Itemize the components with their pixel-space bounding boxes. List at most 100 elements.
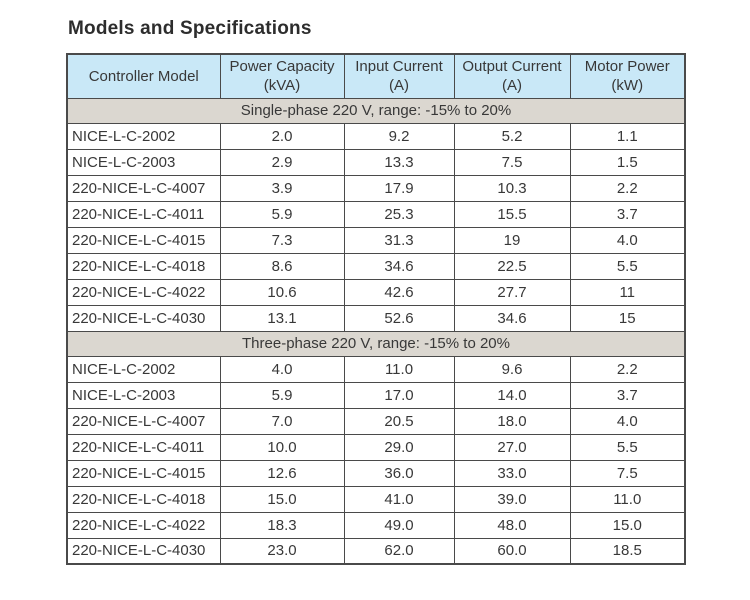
- model-cell: NICE-L-C-2003: [66, 148, 221, 176]
- table-row: NICE-L-C-2002 2.0 9.2 5.2 1.1: [66, 122, 686, 150]
- column-header: Input Current (A): [343, 53, 455, 99]
- value-cell: 3.7: [569, 381, 686, 409]
- table-row: 220-NICE-L-C-4018 8.6 34.6 22.5 5.5: [66, 252, 686, 280]
- value-cell: 5.5: [569, 252, 686, 280]
- column-header: Motor Power (kW): [569, 53, 686, 99]
- value-cell: 11: [569, 278, 686, 306]
- value-cell: 10.3: [453, 174, 571, 202]
- value-cell: 52.6: [343, 304, 455, 332]
- table-row: NICE-L-C-2002 4.0 11.0 9.6 2.2: [66, 355, 686, 383]
- value-cell: 10.0: [219, 433, 345, 461]
- column-header-line: (A): [502, 77, 522, 95]
- value-cell: 8.6: [219, 252, 345, 280]
- value-cell: 5.9: [219, 200, 345, 228]
- column-header: Output Current (A): [453, 53, 571, 99]
- value-cell: 10.6: [219, 278, 345, 306]
- value-cell: 5.5: [569, 433, 686, 461]
- table-row: 220-NICE-L-C-4015 7.3 31.3 19 4.0: [66, 226, 686, 254]
- value-cell: 41.0: [343, 485, 455, 513]
- table-body: Single-phase 220 V, range: -15% to 20% NI…: [66, 97, 686, 565]
- value-cell: 19: [453, 226, 571, 254]
- page: Models and Specifications Controller Mod…: [66, 18, 686, 565]
- table-row: 220-NICE-L-C-4007 7.0 20.5 18.0 4.0: [66, 407, 686, 435]
- value-cell: 27.0: [453, 433, 571, 461]
- model-cell: 220-NICE-L-C-4011: [66, 200, 221, 228]
- value-cell: 27.7: [453, 278, 571, 306]
- value-cell: 15: [569, 304, 686, 332]
- value-cell: 18.5: [569, 537, 686, 565]
- value-cell: 11.0: [343, 355, 455, 383]
- value-cell: 34.6: [343, 252, 455, 280]
- model-cell: NICE-L-C-2002: [66, 122, 221, 150]
- model-cell: 220-NICE-L-C-4015: [66, 459, 221, 487]
- model-cell: 220-NICE-L-C-4018: [66, 485, 221, 513]
- value-cell: 11.0: [569, 485, 686, 513]
- value-cell: 18.0: [453, 407, 571, 435]
- page-title: Models and Specifications: [68, 18, 312, 39]
- value-cell: 31.3: [343, 226, 455, 254]
- value-cell: 42.6: [343, 278, 455, 306]
- table-row: 220-NICE-L-C-4007 3.9 17.9 10.3 2.2: [66, 174, 686, 202]
- value-cell: 18.3: [219, 511, 345, 539]
- value-cell: 2.9: [219, 148, 345, 176]
- value-cell: 15.0: [219, 485, 345, 513]
- model-cell: NICE-L-C-2002: [66, 355, 221, 383]
- model-cell: 220-NICE-L-C-4011: [66, 433, 221, 461]
- value-cell: 17.9: [343, 174, 455, 202]
- value-cell: 2.0: [219, 122, 345, 150]
- column-header-line: (kW): [611, 77, 644, 95]
- value-cell: 4.0: [569, 407, 686, 435]
- table-row: 220-NICE-L-C-4022 10.6 42.6 27.7 11: [66, 278, 686, 306]
- value-cell: 48.0: [453, 511, 571, 539]
- value-cell: 60.0: [453, 537, 571, 565]
- table-row: 220-NICE-L-C-4030 23.0 62.0 60.0 18.5: [66, 537, 686, 565]
- value-cell: 7.0: [219, 407, 345, 435]
- value-cell: 15.0: [569, 511, 686, 539]
- value-cell: 5.9: [219, 381, 345, 409]
- value-cell: 20.5: [343, 407, 455, 435]
- value-cell: 36.0: [343, 459, 455, 487]
- table-header: Controller Model Power Capacity (kVA) Input…: [66, 53, 686, 99]
- column-header-line: Power Capacity: [229, 57, 335, 75]
- table-row: 220-NICE-L-C-4011 10.0 29.0 27.0 5.5: [66, 433, 686, 461]
- value-cell: 29.0: [343, 433, 455, 461]
- section-header-label: Single-phase 220 V, range: -15% to 20%: [66, 97, 686, 124]
- column-header-line: Output Current: [462, 57, 562, 75]
- model-cell: 220-NICE-L-C-4015: [66, 226, 221, 254]
- value-cell: 34.6: [453, 304, 571, 332]
- table-header-row: Controller Model Power Capacity (kVA) Input…: [66, 53, 686, 99]
- value-cell: 1.5: [569, 148, 686, 176]
- value-cell: 3.9: [219, 174, 345, 202]
- section-header-row: Three-phase 220 V, range: -15% to 20%: [66, 330, 686, 357]
- value-cell: 39.0: [453, 485, 571, 513]
- value-cell: 22.5: [453, 252, 571, 280]
- value-cell: 17.0: [343, 381, 455, 409]
- value-cell: 14.0: [453, 381, 571, 409]
- value-cell: 3.7: [569, 200, 686, 228]
- value-cell: 23.0: [219, 537, 345, 565]
- spec-table: Controller Model Power Capacity (kVA) Input…: [66, 53, 686, 565]
- table-row: 220-NICE-L-C-4030 13.1 52.6 34.6 15: [66, 304, 686, 332]
- model-cell: 220-NICE-L-C-4007: [66, 407, 221, 435]
- value-cell: 9.2: [343, 122, 455, 150]
- table-row: NICE-L-C-2003 2.9 13.3 7.5 1.5: [66, 148, 686, 176]
- column-header: Power Capacity (kVA): [219, 53, 345, 99]
- model-cell: NICE-L-C-2003: [66, 381, 221, 409]
- table-row: 220-NICE-L-C-4022 18.3 49.0 48.0 15.0: [66, 511, 686, 539]
- table-row: 220-NICE-L-C-4011 5.9 25.3 15.5 3.7: [66, 200, 686, 228]
- section-header-row: Single-phase 220 V, range: -15% to 20%: [66, 97, 686, 124]
- value-cell: 1.1: [569, 122, 686, 150]
- value-cell: 7.3: [219, 226, 345, 254]
- model-cell: 220-NICE-L-C-4022: [66, 278, 221, 306]
- column-header-line: (kVA): [263, 77, 301, 95]
- value-cell: 4.0: [569, 226, 686, 254]
- value-cell: 15.5: [453, 200, 571, 228]
- model-cell: 220-NICE-L-C-4007: [66, 174, 221, 202]
- value-cell: 5.2: [453, 122, 571, 150]
- table-row: 220-NICE-L-C-4015 12.6 36.0 33.0 7.5: [66, 459, 686, 487]
- model-cell: 220-NICE-L-C-4018: [66, 252, 221, 280]
- value-cell: 2.2: [569, 174, 686, 202]
- model-cell: 220-NICE-L-C-4022: [66, 511, 221, 539]
- value-cell: 4.0: [219, 355, 345, 383]
- value-cell: 12.6: [219, 459, 345, 487]
